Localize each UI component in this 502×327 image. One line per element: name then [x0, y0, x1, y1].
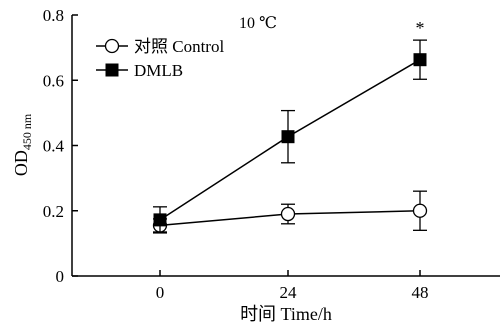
y-axis-label: OD450 nm — [11, 113, 34, 176]
legend-marker-circle — [104, 38, 120, 54]
data-point-square — [153, 213, 167, 227]
y-tick-label: 0.2 — [43, 202, 64, 221]
x-tick-label: 0 — [156, 283, 165, 302]
significance-star: * — [416, 18, 425, 38]
svg-text:OD450 nm: OD450 nm — [11, 113, 34, 176]
legend-label: 对照 Control — [134, 37, 224, 56]
plot-area: 0 0.2 0.4 0.6 0.8 0 24 48 * — [43, 6, 500, 302]
y-tick-label: 0.8 — [43, 6, 64, 25]
x-axis-label: 时间 Time/h — [240, 304, 332, 324]
y-tick-label: 0.4 — [43, 137, 65, 156]
x-tick-label: 48 — [412, 283, 429, 302]
y-tick-label: 0 — [56, 267, 65, 286]
y-axis-label-main: OD — [11, 150, 31, 176]
chart-title: 10 ℃ — [239, 15, 277, 32]
y-axis-label-subscript: 450 nm — [20, 113, 34, 150]
data-point-square — [413, 53, 427, 67]
data-point-square — [281, 130, 295, 144]
legend: 对照 Control DMLB — [96, 37, 224, 80]
x-tick-label: 24 — [280, 283, 298, 302]
legend-marker-square — [105, 63, 119, 77]
y-tick-label: 0.6 — [43, 71, 64, 90]
legend-label: DMLB — [134, 61, 183, 80]
data-point-circle — [280, 206, 296, 222]
data-point-circle — [412, 203, 428, 218]
